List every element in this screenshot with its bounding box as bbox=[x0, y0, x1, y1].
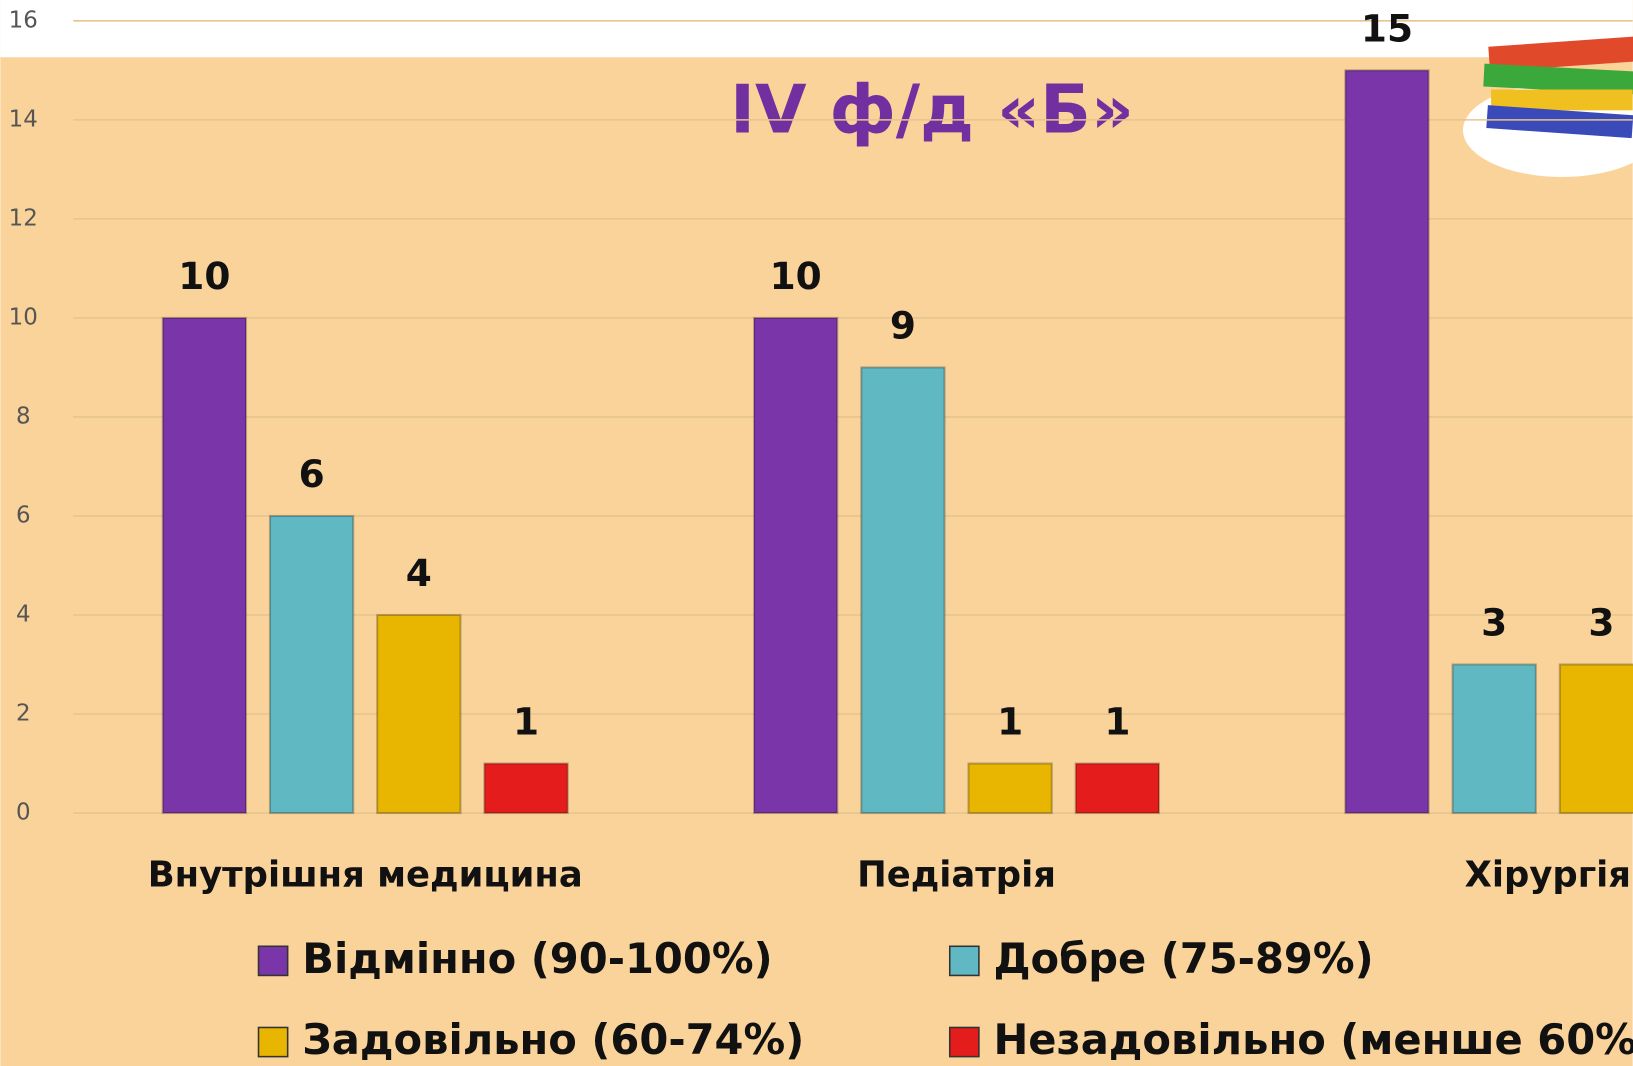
books-decoration bbox=[1463, 36, 1633, 177]
y-tick-label: 10 bbox=[9, 304, 38, 330]
y-tick-label: 6 bbox=[16, 502, 31, 528]
x-tick-label: Хірургія bbox=[1465, 855, 1631, 896]
y-tick-label: 0 bbox=[16, 800, 31, 826]
legend-label: Відмінно (90-100%) bbox=[302, 934, 772, 983]
y-tick-label: 4 bbox=[16, 601, 31, 627]
bar bbox=[1344, 69, 1430, 815]
bar bbox=[1558, 663, 1633, 815]
y-tick-label: 2 bbox=[16, 701, 31, 727]
bar bbox=[752, 316, 839, 815]
data-label: 3 bbox=[1588, 600, 1614, 644]
y-tick-label: 16 bbox=[9, 7, 38, 33]
data-label: 15 bbox=[1361, 6, 1413, 50]
data-label: 10 bbox=[770, 254, 822, 298]
data-label: 1 bbox=[997, 699, 1023, 743]
top-band bbox=[0, 0, 1633, 58]
chart-title: IV ф/д «Б» bbox=[730, 71, 1134, 149]
data-label: 9 bbox=[890, 303, 916, 347]
y-tick-label: 14 bbox=[9, 106, 38, 132]
legend-swatch bbox=[257, 1026, 289, 1058]
legend-swatch bbox=[948, 945, 980, 977]
data-label: 6 bbox=[299, 452, 325, 496]
data-label: 4 bbox=[406, 551, 432, 595]
bar bbox=[967, 762, 1053, 815]
bar bbox=[161, 316, 248, 815]
legend-swatch bbox=[948, 1026, 980, 1058]
legend-label: Незадовільно (менше 60%) bbox=[993, 1015, 1633, 1064]
y-tick-label: 8 bbox=[16, 403, 31, 429]
x-tick-label: Внутрішня медицина bbox=[148, 855, 583, 896]
y-tick-label: 12 bbox=[9, 205, 38, 231]
bar bbox=[1074, 762, 1161, 815]
legend-swatch bbox=[257, 945, 289, 977]
data-label: 1 bbox=[513, 699, 539, 743]
data-label: 10 bbox=[178, 254, 230, 298]
data-label: 3 bbox=[1481, 600, 1507, 644]
legend-label: Добре (75-89%) bbox=[993, 934, 1373, 983]
data-label: 1 bbox=[1104, 699, 1130, 743]
bar bbox=[268, 514, 355, 815]
bar bbox=[376, 613, 462, 815]
bar bbox=[860, 366, 946, 815]
bar bbox=[1451, 663, 1537, 815]
legend-label: Задовільно (60-74%) bbox=[302, 1015, 804, 1064]
x-tick-label: Педіатрія bbox=[857, 855, 1056, 896]
bar bbox=[483, 762, 569, 815]
